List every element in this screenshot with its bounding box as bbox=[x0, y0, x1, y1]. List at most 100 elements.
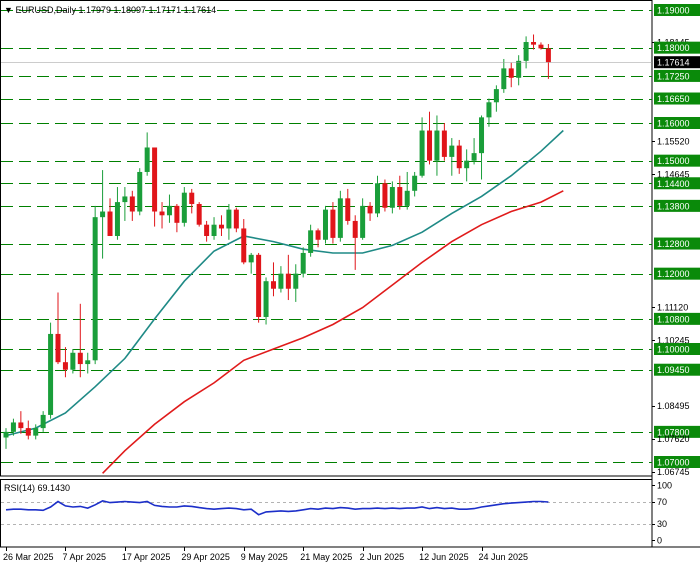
candle-body bbox=[337, 198, 343, 238]
candle-body bbox=[55, 333, 61, 363]
time-tick-label: 29 Apr 2025 bbox=[181, 552, 230, 562]
time-tick-label: 12 Jun 2025 bbox=[419, 552, 469, 562]
candle bbox=[434, 115, 440, 176]
symbol-menu-arrow[interactable]: ▼ bbox=[4, 5, 13, 15]
candle-body bbox=[107, 211, 113, 236]
candle-body bbox=[404, 190, 410, 206]
candle bbox=[100, 170, 106, 259]
candle-body bbox=[248, 254, 254, 263]
candle bbox=[352, 215, 358, 270]
candle bbox=[166, 194, 172, 223]
candle-body bbox=[360, 205, 366, 238]
candle bbox=[144, 132, 150, 176]
candle bbox=[92, 205, 98, 365]
level-price-tag bbox=[654, 343, 700, 355]
candle bbox=[241, 219, 247, 265]
candle bbox=[337, 190, 343, 242]
candle-body bbox=[196, 203, 202, 225]
candle-body bbox=[159, 211, 165, 216]
candle bbox=[122, 187, 128, 221]
symbol-timeframe: EURUSD,Daily bbox=[15, 5, 76, 15]
candle bbox=[77, 303, 83, 378]
candle bbox=[159, 202, 165, 229]
level-price-tag bbox=[654, 92, 700, 105]
candle bbox=[70, 349, 76, 374]
candle bbox=[137, 168, 143, 216]
level-price-tag bbox=[654, 199, 700, 212]
candle-body bbox=[3, 431, 9, 438]
level-price-tag bbox=[654, 456, 700, 468]
candle-body bbox=[456, 145, 462, 169]
candle-body bbox=[545, 48, 551, 63]
candle bbox=[189, 188, 195, 214]
candle-body bbox=[523, 42, 529, 61]
candle-body bbox=[85, 360, 91, 365]
price-tick-label: 1.15520 bbox=[657, 137, 690, 147]
rsi-tick-label: 30 bbox=[657, 519, 667, 529]
candle bbox=[48, 322, 54, 419]
last-price-tag bbox=[654, 56, 700, 69]
candle bbox=[181, 187, 187, 227]
candle-body bbox=[48, 333, 54, 415]
candle-body bbox=[18, 422, 24, 429]
candle-body bbox=[166, 205, 172, 216]
candle bbox=[412, 171, 418, 197]
level-price-label: 1.16650 bbox=[657, 94, 690, 104]
level-price-label: 1.07000 bbox=[657, 458, 690, 468]
candle-body bbox=[189, 192, 195, 204]
price-tick-label: 1.08495 bbox=[657, 401, 690, 411]
candle-body bbox=[382, 183, 388, 208]
candle bbox=[427, 111, 433, 165]
candle-body bbox=[412, 175, 418, 191]
rsi-tick-label: 100 bbox=[657, 481, 672, 491]
level-price-label: 1.07800 bbox=[657, 427, 690, 437]
level-price-label: 1.09450 bbox=[657, 365, 690, 375]
level-price-tag bbox=[654, 117, 700, 129]
candle-body bbox=[516, 60, 522, 78]
candle bbox=[55, 292, 61, 365]
candle-body bbox=[352, 220, 358, 238]
candle bbox=[367, 202, 373, 221]
candle bbox=[10, 418, 16, 436]
candle bbox=[18, 411, 24, 434]
candle bbox=[531, 34, 537, 50]
candle-body bbox=[293, 273, 299, 289]
level-price-label: 1.10800 bbox=[657, 314, 690, 324]
candle bbox=[263, 277, 269, 325]
candle-body bbox=[174, 205, 180, 223]
candle bbox=[233, 207, 239, 233]
candle-body bbox=[10, 422, 16, 432]
level-price-label: 1.13800 bbox=[657, 201, 690, 211]
candle-body bbox=[508, 68, 514, 78]
time-tick-label: 7 Apr 2025 bbox=[62, 552, 106, 562]
candle-body bbox=[434, 130, 440, 161]
candle-body bbox=[144, 147, 150, 172]
candle bbox=[508, 62, 514, 88]
candle bbox=[204, 220, 210, 242]
level-price-tag bbox=[654, 425, 700, 438]
candle-body bbox=[137, 171, 143, 212]
level-price-label: 1.15000 bbox=[657, 156, 690, 166]
price-tick-label: 1.10245 bbox=[657, 335, 690, 345]
candles-group bbox=[3, 34, 551, 449]
candle-body bbox=[367, 205, 373, 214]
candle bbox=[248, 252, 254, 274]
price-tick-label: 1.07620 bbox=[657, 434, 690, 444]
candle-body bbox=[531, 42, 537, 45]
candle bbox=[449, 138, 455, 176]
candle bbox=[300, 247, 306, 278]
level-price-tag bbox=[654, 267, 700, 280]
candle-body bbox=[479, 117, 485, 154]
candle bbox=[345, 188, 351, 225]
candle bbox=[256, 252, 262, 323]
candle bbox=[40, 411, 46, 432]
candle bbox=[3, 428, 9, 449]
level-price-label: 1.18000 bbox=[657, 43, 690, 53]
rsi-line bbox=[5, 500, 549, 516]
candle-body bbox=[25, 428, 31, 436]
moving-average-slow bbox=[102, 190, 564, 474]
candle-body bbox=[62, 362, 68, 370]
